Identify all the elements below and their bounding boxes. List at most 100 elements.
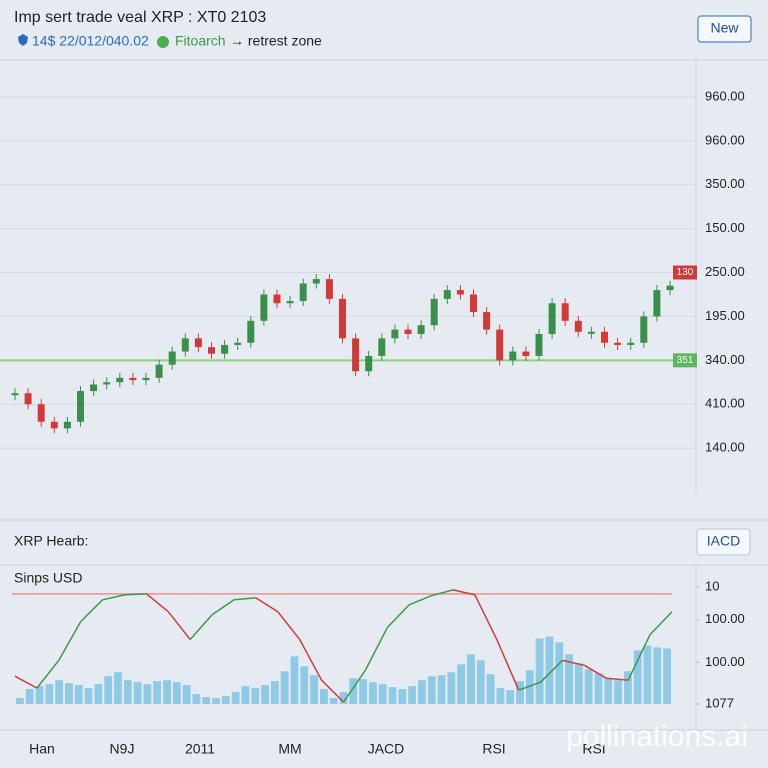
oscillator-segment [124, 593, 147, 596]
volume-bar [25, 689, 34, 704]
candle [640, 316, 648, 343]
volume-bar [153, 681, 162, 704]
candle [430, 298, 438, 326]
volume-bar [653, 647, 662, 704]
volume-bar [555, 642, 564, 704]
y-tick-label: 1077 [705, 695, 734, 710]
volume-bar [369, 682, 377, 704]
status-tag: Fitoarch [175, 33, 226, 49]
volume-bar [182, 685, 191, 704]
volume-bar [506, 690, 515, 704]
volume-bar [594, 673, 603, 704]
new-button-label[interactable]: New [710, 20, 739, 36]
volume-bar [163, 680, 171, 704]
volume-bar [633, 650, 642, 704]
volume-bar [202, 697, 211, 704]
check-icon [157, 36, 169, 48]
volume-bar [486, 674, 495, 704]
oscillator-segment [342, 669, 367, 703]
oscillator-segment [474, 594, 498, 640]
x-tick-label: JACD [368, 741, 405, 757]
new-button[interactable] [697, 15, 752, 43]
volume-bar [663, 648, 671, 704]
volume-bar [65, 683, 73, 704]
osc-title: XRP Hearb: [14, 533, 88, 549]
status-text: → retrest zone [230, 33, 322, 49]
candle [653, 290, 661, 317]
oscillator-segment [299, 639, 323, 681]
volume-bar [349, 678, 358, 704]
volume-bar [241, 686, 250, 704]
volume-bar [398, 689, 407, 704]
candle [561, 303, 569, 321]
volume-bar [565, 654, 573, 704]
x-tick-label: RSI [482, 741, 505, 757]
volume-bar [584, 669, 593, 704]
volume-bar [280, 671, 289, 704]
y-tick-label: 140.00 [705, 440, 745, 455]
volume-bar [261, 685, 269, 704]
oscillator-segment [14, 675, 38, 689]
candle [365, 355, 373, 372]
last-price-label: 130 [677, 267, 694, 278]
candle [181, 338, 189, 352]
candle [614, 342, 622, 345]
volume-bar [74, 685, 83, 704]
candle [352, 338, 360, 372]
volume-bar [231, 692, 240, 704]
x-tick-label: MM [278, 741, 301, 757]
volume-bar [290, 656, 299, 704]
oscillator-segment [562, 659, 585, 667]
oscillator-segment [452, 589, 476, 596]
volume-bar [310, 675, 318, 704]
iacd-button[interactable] [696, 528, 751, 556]
volume-bar [457, 664, 466, 704]
oscillator-segment [540, 659, 564, 683]
candle [155, 364, 163, 378]
candle [456, 290, 464, 295]
y-tick-label: 350.00 [705, 176, 745, 191]
candle [522, 351, 530, 356]
volume-bar [84, 688, 93, 704]
watermark: pollinations.ai [566, 720, 748, 753]
y-tick-label: 195.00 [705, 308, 745, 323]
iacd-button-label[interactable]: IACD [707, 533, 740, 549]
x-tick-label: RSI [582, 741, 605, 757]
candle [535, 333, 543, 356]
volume-bar [516, 681, 524, 704]
oscillator-segment [430, 589, 454, 597]
candle [325, 279, 333, 299]
volume-bar [378, 684, 387, 704]
oscillator-segment [102, 594, 125, 601]
volume-bar [388, 687, 397, 704]
candle [312, 279, 320, 284]
y-tick-label: 10 [705, 578, 719, 593]
volume-bar [143, 684, 152, 704]
candle [378, 338, 386, 356]
oscillator-segment [496, 639, 520, 691]
volume-bar [270, 681, 279, 704]
volume-bar [251, 688, 260, 704]
y-tick-label: 100.00 [705, 654, 745, 669]
candle [496, 329, 504, 361]
volume-bar [604, 678, 613, 704]
volume-bar [133, 682, 142, 704]
candle [404, 329, 412, 334]
oscillator-segment [255, 597, 279, 613]
candle [129, 377, 137, 381]
volume-bar [192, 694, 201, 704]
candle [142, 377, 150, 381]
y-tick-label: 340.00 [705, 352, 745, 367]
volume-bar [574, 663, 583, 704]
volume-bar [359, 679, 368, 704]
oscillator-segment [606, 677, 629, 681]
support-tag-label: 351 [677, 355, 694, 366]
y-tick-label: 960.00 [705, 132, 745, 147]
candle [116, 377, 124, 383]
volume-bar [614, 680, 622, 704]
candle [63, 421, 71, 429]
volume-bar [212, 698, 220, 704]
volume-bar [535, 638, 544, 704]
